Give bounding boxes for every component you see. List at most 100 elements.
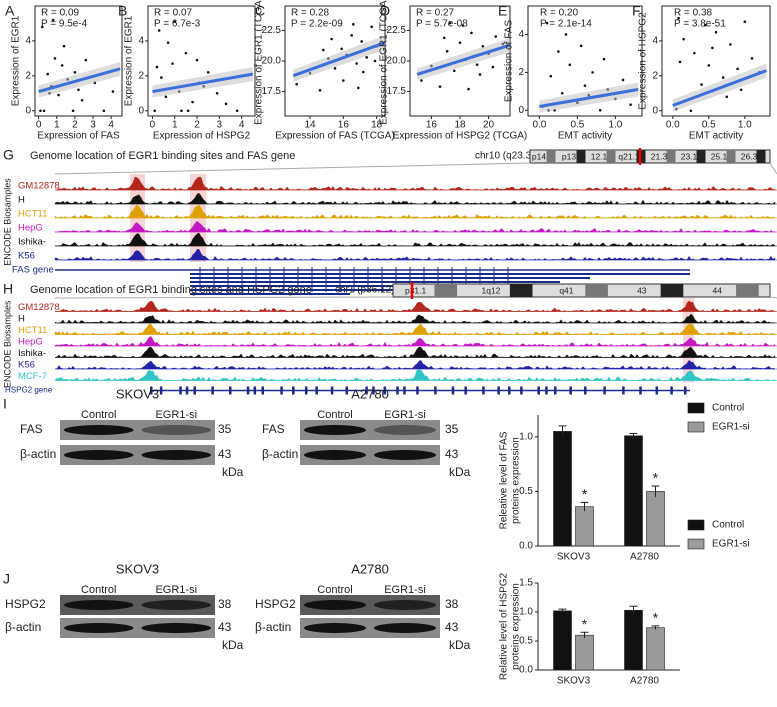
ideogram-band (606, 150, 616, 163)
signal-track (54, 369, 776, 381)
blot-band (304, 425, 366, 435)
protein-label: β-actin (20, 447, 56, 461)
kda-label: 38 (445, 597, 459, 611)
x-tick-label: 16 (426, 120, 438, 131)
point (195, 58, 199, 62)
band-label: 21.3 (651, 151, 668, 161)
point (461, 24, 465, 27)
point (73, 71, 77, 74)
ideogram (529, 149, 771, 164)
point (39, 109, 42, 113)
kda-label: 43 (218, 620, 232, 634)
exon (193, 386, 196, 395)
exon (464, 386, 467, 395)
point (342, 79, 345, 82)
y-axis-label: Relative level of HSPG2 (499, 572, 510, 680)
point (102, 109, 106, 113)
x-tick-label: 0.0 (666, 120, 680, 131)
track-label: MCF-7 (18, 371, 47, 382)
signal-track (54, 346, 776, 358)
x-tick-label: 0 (150, 120, 156, 131)
x-tick-label: A2780 (630, 676, 659, 687)
point (557, 50, 560, 53)
x-axis-label: Expression of FAS (37, 131, 120, 142)
legend-label: Control (712, 403, 744, 414)
point (235, 109, 239, 113)
x-tick-label: 0.5 (570, 120, 584, 131)
plot-frame (34, 5, 123, 117)
point (40, 25, 44, 29)
y-tick-label: 4 (138, 36, 144, 47)
kda-label: 43 (218, 447, 232, 461)
protein-label: FAS (20, 422, 43, 436)
exon (229, 386, 232, 395)
protein-label: β-actin (255, 620, 291, 634)
fit-line (416, 43, 511, 76)
y-axis-label: Releative level of FAS (499, 431, 510, 529)
point (355, 62, 358, 65)
ideogram-band (585, 284, 608, 297)
ideogram-band (546, 150, 556, 163)
signal-track (54, 232, 776, 247)
point (452, 69, 456, 73)
point (180, 109, 183, 113)
exon (304, 386, 308, 395)
y-tick-label: 0.5 (519, 486, 533, 497)
exon (330, 386, 334, 395)
point (568, 63, 572, 67)
ideogram-band (756, 150, 766, 163)
x-tick-label: 14 (304, 120, 316, 131)
exon (159, 386, 163, 395)
exon (185, 386, 189, 395)
legend-swatch (687, 421, 705, 433)
track-label: HCT11 (18, 209, 47, 220)
point (153, 109, 156, 113)
point (71, 109, 75, 113)
blot-band (141, 600, 211, 610)
point (470, 31, 473, 35)
x-tick-label: 3 (217, 120, 223, 131)
point (80, 98, 84, 102)
genome-title: Genome location of EGR1 binding sites an… (30, 284, 312, 296)
point (365, 56, 368, 59)
y-axis-label: proteins expression (511, 437, 522, 524)
x-axis-label: Expression of FAS (TCGA) (275, 131, 394, 142)
legend-swatch (687, 519, 705, 531)
signal-track (54, 192, 776, 205)
x-axis-label: EMT activity (558, 131, 612, 142)
kda-label: 43 (445, 447, 459, 461)
y-tick-label: 2 (518, 67, 524, 78)
point (678, 60, 682, 64)
band-label: 25.1 (711, 151, 728, 161)
kda-unit: kDa (222, 638, 244, 652)
point (729, 43, 732, 46)
bar (553, 431, 572, 547)
point (357, 86, 360, 90)
lane-label: Control (81, 409, 116, 421)
zoom-lines (54, 296, 777, 299)
exon (416, 386, 419, 395)
band-label: p14 (532, 151, 546, 161)
y-tick-label: 0.0 (519, 541, 533, 552)
exon (639, 386, 642, 395)
signal-track (54, 220, 776, 233)
y-tick-label: 22.5 (387, 25, 407, 36)
exon (537, 386, 540, 395)
lane-label: Control (317, 409, 352, 421)
x-tick-label: 18 (371, 120, 383, 131)
y-tick-label: 4 (652, 36, 658, 47)
error-bar (580, 631, 589, 639)
signal-track (54, 249, 776, 261)
panel-letter: D (380, 3, 390, 19)
band-label: p13 (562, 151, 576, 161)
exon (345, 386, 349, 395)
ideogram-band (736, 284, 759, 297)
blot-band (64, 600, 134, 610)
cell-line: SKOV3 (116, 386, 159, 401)
ideogram-band (434, 284, 458, 297)
track-label: HepG (18, 223, 43, 234)
band-label: p31.1 (405, 285, 427, 295)
x-tick-label: 1.0 (608, 120, 622, 131)
lane-label: EGR1-si (384, 409, 426, 421)
significance: * (582, 486, 588, 502)
